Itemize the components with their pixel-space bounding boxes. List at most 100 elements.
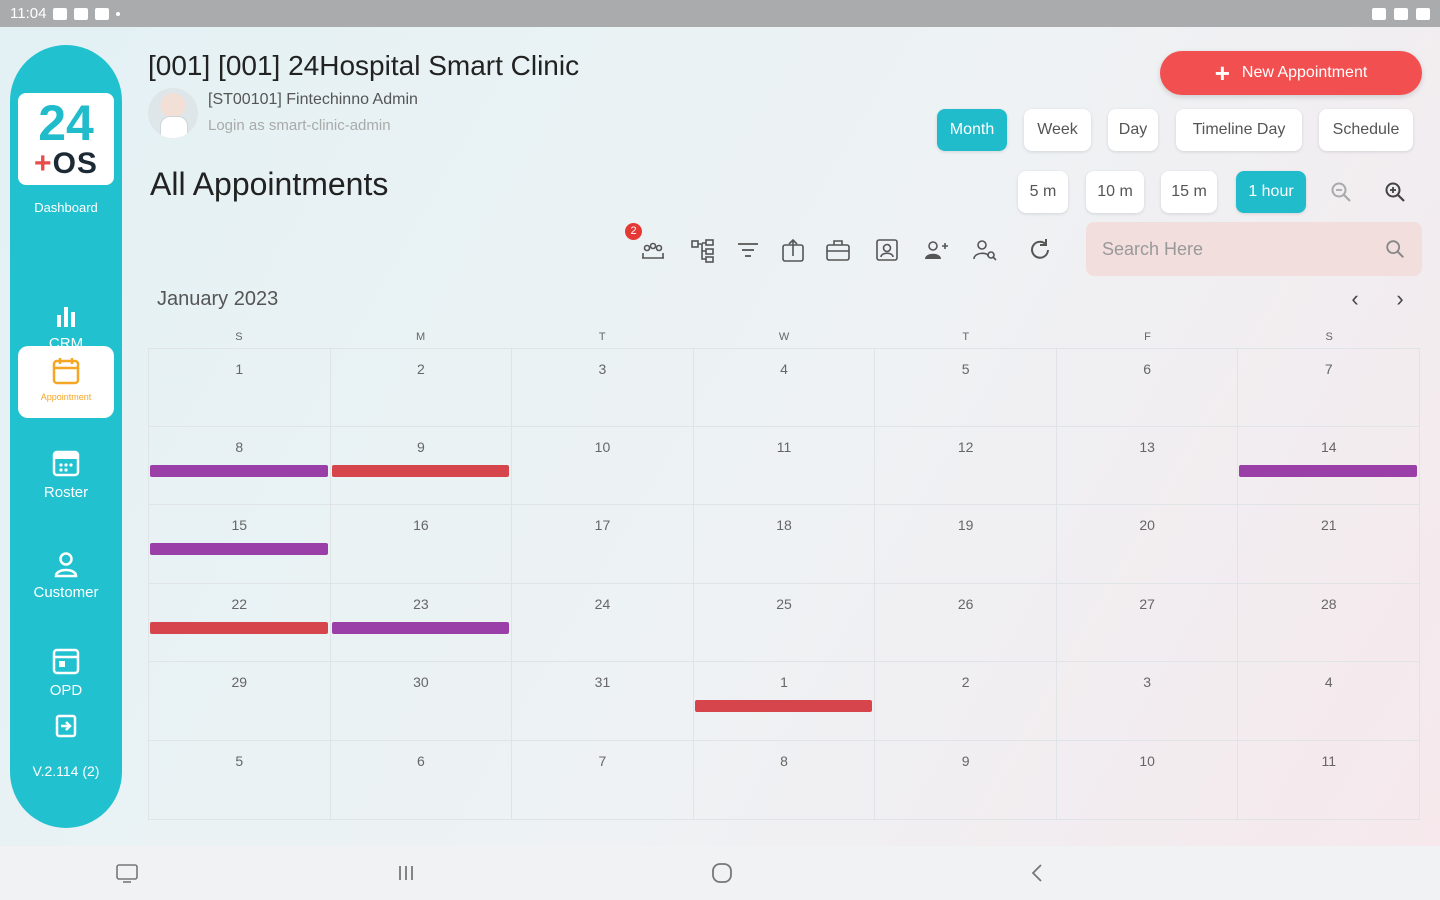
sidebar-item-crm[interactable]: CRM: [10, 303, 122, 352]
system-navigation-bar: [0, 846, 1440, 900]
day-number: 2: [416, 361, 425, 377]
interval-10m[interactable]: 10 m: [1086, 171, 1144, 213]
sidebar-item-opd[interactable]: OPD: [10, 646, 122, 698]
appointment-event[interactable]: [694, 700, 873, 713]
sidebar-item-appointment[interactable]: Appointment: [18, 346, 114, 418]
screenshot-icon[interactable]: [113, 860, 141, 886]
interval-5m[interactable]: 5 m: [1018, 171, 1068, 213]
calendar-day-cell[interactable]: 3: [1057, 662, 1239, 740]
day-number: 24: [594, 595, 611, 612]
logo-text: +OS: [34, 147, 98, 180]
calendar-day-cell[interactable]: 1: [694, 662, 876, 740]
recent-apps-icon[interactable]: [392, 860, 420, 886]
tab-month[interactable]: Month: [937, 109, 1007, 151]
appointment-event[interactable]: [150, 464, 328, 477]
calendar-day-cell[interactable]: 16: [331, 505, 513, 583]
refresh-icon[interactable]: [1026, 236, 1054, 264]
sidebar-item-customer[interactable]: Customer: [10, 550, 122, 601]
calendar-day-cell[interactable]: 28: [1238, 583, 1421, 662]
calendar-day-cell[interactable]: 13: [1057, 426, 1239, 505]
calendar-day-cell[interactable]: 15: [148, 505, 331, 583]
calendar-day-cell[interactable]: 9: [875, 740, 1057, 819]
calendar-week-row: 5 6 7 8 9 10 11: [148, 740, 1421, 820]
calendar-day-cell[interactable]: 22: [148, 583, 331, 662]
export-box-icon[interactable]: [779, 236, 807, 264]
calendar-day-cell[interactable]: 11: [694, 426, 876, 505]
calendar-day-cell[interactable]: 5: [875, 349, 1057, 426]
calendar-day-cell[interactable]: 14: [1238, 426, 1421, 505]
calendar-day-cell[interactable]: 25: [694, 583, 876, 662]
calendar-day-cell[interactable]: 31: [512, 662, 694, 740]
calendar-day-cell[interactable]: 4: [694, 349, 876, 426]
app-logo[interactable]: 24 +OS: [18, 93, 114, 185]
calendar-day-cell[interactable]: 24: [512, 583, 694, 662]
tab-schedule[interactable]: Schedule: [1319, 109, 1413, 151]
appointment-event[interactable]: [150, 621, 328, 634]
prev-month-button[interactable]: ‹: [1351, 286, 1359, 311]
search-input[interactable]: [1102, 238, 1384, 260]
appointment-event[interactable]: [331, 621, 510, 634]
logout-icon[interactable]: [53, 713, 79, 739]
sidebar-item-dashboard[interactable]: Dashboard: [34, 200, 98, 215]
calendar-day-cell[interactable]: 27: [1057, 583, 1239, 662]
calendar-day-cell[interactable]: 12: [875, 426, 1057, 505]
search-icon[interactable]: [1384, 238, 1406, 260]
tab-day[interactable]: Day: [1108, 109, 1158, 151]
calendar-day-cell[interactable]: 10: [512, 426, 694, 505]
add-person-icon[interactable]: [922, 236, 950, 264]
waiting-queue-icon[interactable]: [639, 236, 667, 264]
calendar-day-cell[interactable]: 2: [875, 662, 1057, 740]
back-icon[interactable]: [1024, 860, 1052, 886]
next-month-button[interactable]: ›: [1396, 286, 1404, 311]
calendar-day-cell[interactable]: 10: [1057, 740, 1239, 819]
briefcase-icon[interactable]: [824, 236, 852, 264]
calendar-day-cell[interactable]: 2: [331, 349, 513, 426]
battery-icon: [1416, 7, 1430, 20]
calendar-day-cell[interactable]: 18: [694, 505, 876, 583]
calendar-day-cell[interactable]: 3: [512, 349, 694, 426]
zoom-out-icon[interactable]: [1329, 180, 1353, 204]
calendar-day-cell[interactable]: 7: [512, 740, 694, 819]
calendar-day-cell[interactable]: 17: [512, 505, 694, 583]
appointment-event[interactable]: [1239, 464, 1418, 477]
user-login: Login as smart-clinic-admin: [208, 117, 391, 134]
hierarchy-icon[interactable]: [689, 236, 717, 264]
day-number: 31: [594, 674, 611, 691]
calendar-day-cell[interactable]: 4: [1238, 662, 1421, 740]
status-bar: 11:04: [0, 0, 1440, 27]
calendar-day-cell[interactable]: 19: [875, 505, 1057, 583]
weekday-label: T: [962, 331, 970, 343]
calendar-day-cell[interactable]: 9: [331, 426, 513, 505]
avatar[interactable]: [148, 88, 198, 138]
home-icon[interactable]: [708, 860, 736, 886]
calendar-day-cell[interactable]: 11: [1238, 740, 1421, 819]
zoom-in-icon[interactable]: [1383, 180, 1407, 204]
calendar-day-cell[interactable]: 6: [331, 740, 513, 819]
calendar-day-cell[interactable]: 1: [148, 349, 331, 426]
tab-timeline-day[interactable]: Timeline Day: [1176, 109, 1302, 151]
tab-week[interactable]: Week: [1024, 109, 1091, 151]
calendar-day-cell[interactable]: 21: [1238, 505, 1421, 583]
sidebar-item-roster[interactable]: Roster: [10, 448, 122, 501]
calendar-day-cell[interactable]: 26: [875, 583, 1057, 662]
appointment-event[interactable]: [331, 464, 510, 477]
contact-card-icon[interactable]: [873, 236, 901, 264]
weekday-header: S M T W T F S: [148, 326, 1420, 348]
search-box: [1086, 222, 1422, 276]
calendar-day-cell[interactable]: 7: [1238, 349, 1421, 426]
calendar-day-cell[interactable]: 8: [694, 740, 876, 819]
calendar-day-cell[interactable]: 5: [148, 740, 331, 819]
calendar-day-cell[interactable]: 8: [148, 426, 331, 505]
interval-1hour[interactable]: 1 hour: [1236, 171, 1306, 213]
calendar-day-cell[interactable]: 20: [1057, 505, 1239, 583]
calendar-day-cell[interactable]: 23: [331, 583, 513, 662]
calendar-day-cell[interactable]: 30: [331, 662, 513, 740]
appointment-event[interactable]: [150, 543, 328, 556]
interval-15m[interactable]: 15 m: [1161, 171, 1217, 213]
calendar-day-cell[interactable]: 6: [1057, 349, 1239, 426]
search-person-icon[interactable]: [971, 236, 999, 264]
day-number: 18: [776, 517, 792, 534]
filter-icon[interactable]: [734, 236, 762, 264]
calendar-day-cell[interactable]: 29: [148, 662, 331, 740]
new-appointment-button[interactable]: + New Appointment: [1160, 51, 1422, 95]
